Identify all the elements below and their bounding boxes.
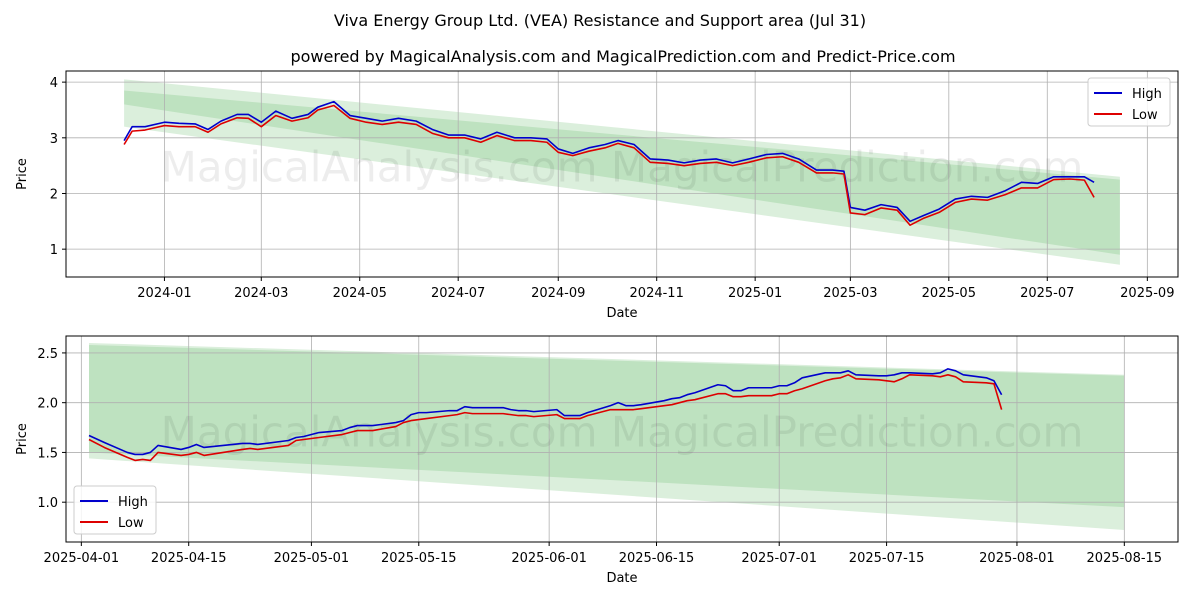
- x-tick-label: 2025-06-01: [511, 551, 587, 566]
- x-axis-label: Date: [606, 306, 637, 321]
- series-line-high: [123, 100, 1095, 223]
- x-tick-label: 2025-07-01: [741, 551, 817, 566]
- support-resistance-band-2: [89, 344, 1125, 531]
- legend-label-low: Low: [1132, 108, 1158, 123]
- x-tick-label: 2025-08-01: [979, 551, 1055, 566]
- x-tick-label: 2025-05-15: [381, 551, 457, 566]
- x-tick-label: 2025-05: [922, 286, 976, 301]
- chart-title: Viva Energy Group Ltd. (VEA) Resistance …: [334, 11, 866, 30]
- x-tick-label: 2024-11: [630, 286, 684, 301]
- support-resistance-band-1: [89, 342, 1125, 508]
- x-tick-label: 2025-03: [823, 286, 877, 301]
- y-axis-label: Price: [15, 158, 30, 190]
- y-tick-label: 3: [50, 132, 58, 147]
- plot-frame: [65, 335, 1179, 543]
- x-tick-label: 2025-05-01: [274, 551, 350, 566]
- y-tick-label: 4: [50, 76, 58, 91]
- x-tick-label: 2024-01: [137, 286, 191, 301]
- chart-subtitle: powered by MagicalAnalysis.com and Magic…: [290, 47, 955, 66]
- x-tick-label: 2025-07-15: [849, 551, 925, 566]
- legend-box: [1087, 77, 1171, 127]
- y-tick-label: 1.0: [37, 496, 58, 511]
- series-line-low: [123, 104, 1095, 227]
- plot-background: [66, 71, 1178, 277]
- plot-background: [66, 336, 1178, 542]
- x-tick-label: 2025-08-15: [1087, 551, 1163, 566]
- legend-label-high: High: [1132, 87, 1162, 102]
- watermark: MagicalAnalysis.com MagicalPrediction.co…: [161, 408, 1084, 457]
- y-axis-label: Price: [15, 423, 30, 455]
- y-tick-label: 1.5: [37, 446, 58, 461]
- y-tick-label: 2: [50, 187, 58, 202]
- y-tick-label: 1: [50, 243, 58, 258]
- legend-box: [73, 485, 157, 535]
- x-tick-label: 2024-03: [234, 286, 288, 301]
- x-tick-label: 2025-09: [1120, 286, 1174, 301]
- x-tick-label: 2025-06-15: [619, 551, 695, 566]
- x-tick-label: 2025-04-01: [44, 551, 120, 566]
- series-line-high: [88, 368, 1003, 456]
- x-tick-label: 2025-01: [728, 286, 782, 301]
- bottom-chart-panel: MagicalAnalysis.com MagicalPrediction.co…: [15, 335, 1179, 586]
- y-tick-label: 2.0: [37, 397, 58, 412]
- y-tick-label: 2.5: [37, 347, 58, 362]
- x-tick-label: 2025-04-15: [151, 551, 227, 566]
- watermark: MagicalAnalysis.com MagicalPrediction.co…: [161, 143, 1084, 192]
- support-resistance-band-2: [124, 90, 1120, 265]
- top-chart-panel: MagicalAnalysis.com MagicalPrediction.co…: [15, 70, 1179, 321]
- x-tick-label: 2024-09: [531, 286, 585, 301]
- legend: High Low: [73, 485, 157, 535]
- legend: High Low: [1087, 77, 1171, 127]
- legend-label-high: High: [118, 495, 148, 510]
- series-line-low: [88, 374, 1003, 462]
- x-axis-label: Date: [606, 571, 637, 586]
- x-tick-label: 2025-07: [1020, 286, 1074, 301]
- x-tick-label: 2024-07: [431, 286, 485, 301]
- legend-label-low: Low: [118, 516, 144, 531]
- plot-frame: [65, 70, 1179, 278]
- x-tick-label: 2024-05: [333, 286, 387, 301]
